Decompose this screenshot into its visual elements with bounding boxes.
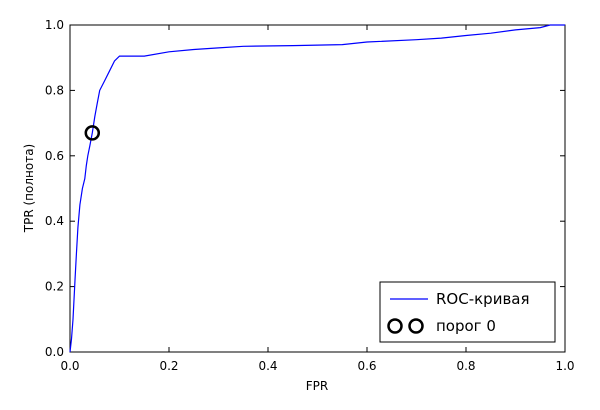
y-tick-label: 0.6 bbox=[45, 149, 64, 163]
x-tick-label: 0.8 bbox=[456, 359, 475, 373]
tick-labels: 0.0 0.2 0.4 0.6 0.8 1.0 0.0 0.2 0.4 0.6 0.8 1.0 bbox=[45, 18, 575, 373]
x-tick-label: 0.2 bbox=[159, 359, 178, 373]
legend-box bbox=[379, 281, 556, 343]
y-tick-label: 0.0 bbox=[45, 345, 64, 359]
threshold-marker bbox=[84, 125, 101, 141]
y-tick-label: 0.4 bbox=[45, 214, 64, 228]
x-tick-label: 1.0 bbox=[555, 359, 574, 373]
y-axis-label: TPR (полнота) bbox=[22, 144, 36, 233]
y-tick-label: 0.8 bbox=[45, 83, 64, 97]
legend-label-roc: ROC-кривая bbox=[436, 290, 530, 308]
y-tick-label: 1.0 bbox=[45, 18, 64, 32]
x-axis-label: FPR bbox=[306, 379, 328, 393]
legend-label-threshold: порог 0 bbox=[436, 317, 496, 335]
legend: ROC-кривая порог 0 bbox=[379, 281, 556, 343]
x-tick-label: 0.4 bbox=[258, 359, 277, 373]
roc-curve-line bbox=[69, 24, 565, 353]
x-tick-label: 0.0 bbox=[60, 359, 79, 373]
legend-marker-swatch-2 bbox=[408, 318, 424, 334]
y-tick-label: 0.2 bbox=[45, 280, 64, 294]
x-tick-label: 0.6 bbox=[357, 359, 376, 373]
legend-marker-swatch-1 bbox=[387, 318, 403, 334]
